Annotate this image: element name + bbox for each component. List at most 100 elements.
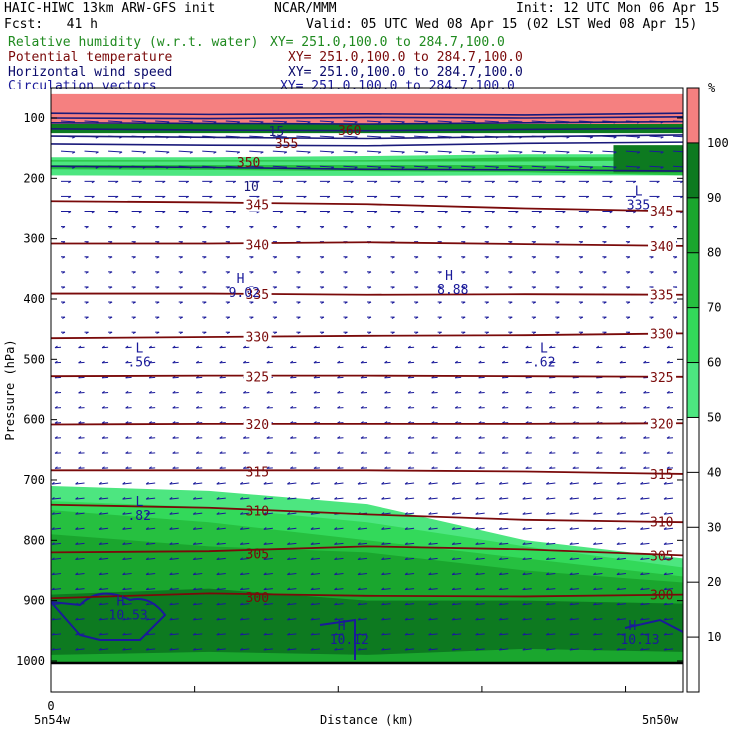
vector-head: [546, 527, 550, 530]
vector-shaft: [193, 497, 203, 500]
vector-shaft: [499, 603, 509, 606]
field-vectors-name: Circulation vectors: [8, 80, 157, 89]
vector-head: [522, 527, 526, 530]
vector-head: [368, 301, 372, 304]
vector-shaft: [193, 482, 203, 485]
rh-band-upper-100: [51, 93, 683, 125]
vector-head: [593, 647, 597, 651]
vector-head: [391, 301, 395, 304]
vector-head: [344, 286, 348, 289]
vector-shaft: [99, 648, 109, 651]
vector-head: [498, 617, 502, 621]
vector-head: [287, 602, 291, 606]
vector-shaft: [602, 165, 617, 168]
vector-shaft: [522, 618, 532, 621]
vector-head: [195, 360, 200, 364]
vector-head: [566, 151, 570, 154]
vector-shaft: [522, 497, 532, 500]
vector-shaft: [169, 618, 179, 621]
vector-head: [431, 451, 435, 454]
vector-head: [145, 617, 149, 621]
vector-head: [132, 316, 136, 319]
vector-head: [485, 286, 489, 289]
vector-head: [546, 557, 550, 560]
vector-head: [75, 512, 79, 515]
theta-label-335: 335: [650, 289, 673, 304]
vector-head: [444, 180, 448, 184]
theta-label-300: 300: [650, 589, 673, 604]
vector-head: [360, 390, 364, 394]
vector-shaft: [428, 542, 438, 545]
vector-shaft: [405, 618, 415, 621]
vector-head: [75, 542, 79, 545]
vector-shaft: [146, 633, 156, 636]
vector-shaft: [578, 150, 593, 153]
vector-head: [122, 481, 126, 485]
vector-head: [498, 647, 502, 651]
vector-head: [169, 617, 173, 621]
vector-head: [290, 451, 294, 454]
vector-shaft: [272, 135, 287, 138]
vector-shaft: [193, 572, 203, 576]
vector-shaft: [428, 648, 438, 651]
vector-head: [219, 360, 223, 364]
vector-head: [640, 497, 644, 500]
vector-head: [125, 436, 129, 439]
vector-shaft: [193, 648, 203, 651]
vector-head: [75, 557, 79, 560]
vector-shaft: [193, 603, 203, 606]
vector-shaft: [522, 527, 532, 530]
theta-label-bg: [243, 237, 272, 252]
vector-head: [195, 466, 200, 469]
vector-shaft: [366, 135, 382, 138]
vector-shaft: [616, 648, 626, 651]
vector-head: [148, 436, 152, 439]
vector-head: [334, 542, 338, 545]
vector-shaft: [357, 557, 368, 560]
vector-head: [138, 211, 142, 214]
vector-shaft: [334, 482, 344, 485]
vector-head: [287, 647, 291, 651]
vector-head: [603, 226, 607, 229]
vector-head: [310, 617, 314, 621]
vector-head: [462, 331, 466, 335]
upper-label-360: 360: [338, 124, 361, 139]
vector-head: [451, 481, 455, 485]
vector-head: [589, 151, 594, 154]
vector-head: [310, 542, 314, 545]
vector-head: [407, 360, 411, 364]
vector-shaft: [663, 512, 674, 515]
theta-label-305: 305: [246, 547, 269, 562]
vector-shaft: [508, 165, 523, 168]
theta-label-320: 320: [246, 418, 269, 433]
vector-shaft: [569, 542, 579, 545]
vector-head: [132, 256, 136, 259]
vector-head: [438, 331, 442, 335]
vector-shaft: [452, 557, 462, 560]
vector-head: [334, 632, 338, 636]
vector-head: [509, 241, 513, 244]
vector-head: [603, 256, 607, 259]
vector-head: [378, 166, 382, 169]
vector-head: [569, 481, 573, 485]
vector-head: [169, 602, 173, 606]
theta-label-bg: [648, 416, 677, 431]
vector-shaft: [531, 150, 546, 153]
vector-head: [85, 331, 89, 335]
vector-head: [569, 512, 573, 515]
vector-head: [62, 301, 66, 304]
vector-head: [421, 180, 425, 184]
vector-head: [172, 421, 176, 424]
vector-shaft: [475, 527, 485, 530]
theta-label-330: 330: [650, 328, 673, 343]
vector-shaft: [51, 557, 62, 560]
vector-head: [593, 542, 597, 545]
vector-head: [485, 226, 489, 229]
vector-head: [525, 406, 529, 409]
vector-shaft: [663, 542, 674, 545]
vector-head: [138, 195, 142, 199]
vector-shaft: [452, 482, 462, 485]
theta-label-315: 315: [650, 468, 673, 483]
vector-head: [515, 195, 519, 199]
vector-shaft: [405, 482, 415, 485]
